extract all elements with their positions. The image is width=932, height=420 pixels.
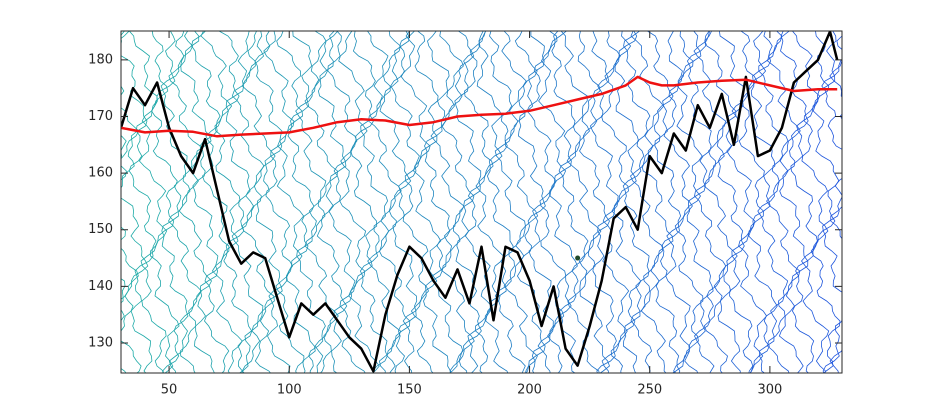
contour-line — [853, 26, 882, 376]
contour-line — [766, 31, 801, 373]
contour-line — [410, 31, 442, 373]
contour-line — [654, 31, 683, 373]
contour-line — [316, 31, 348, 373]
contour-line — [790, 31, 821, 373]
contour-line — [128, 31, 158, 373]
contour-line — [558, 31, 589, 373]
contour-line — [757, 31, 789, 373]
contour-line — [390, 31, 420, 373]
contour-line — [241, 31, 276, 373]
contour-line — [275, 31, 305, 373]
y-tick-label: 150 — [88, 222, 113, 237]
plot-area — [121, 31, 839, 373]
contour-line — [121, 31, 140, 373]
series-line — [121, 75, 838, 138]
contour-line — [864, 26, 893, 376]
contour-line — [503, 31, 539, 373]
y-tick-label: 140 — [88, 279, 113, 294]
marker-point — [575, 255, 581, 261]
x-tick-label: 300 — [757, 383, 782, 398]
contour-line — [516, 31, 546, 373]
contour-line — [579, 31, 610, 373]
contour-line — [430, 31, 465, 373]
x-tick-label: 200 — [517, 383, 542, 398]
contour-line — [367, 31, 402, 373]
contour-line — [178, 31, 212, 373]
contour-line — [748, 31, 778, 373]
contour-line — [693, 31, 727, 373]
series-line — [121, 31, 839, 373]
x-tick-label: 100 — [277, 383, 302, 398]
contour-line — [200, 31, 233, 373]
contour-line — [254, 31, 283, 373]
contour-line — [168, 31, 202, 373]
contour-line — [160, 31, 189, 373]
contour-line — [211, 31, 243, 373]
contour-line — [800, 31, 830, 373]
contour-line — [610, 31, 642, 373]
contour-line — [810, 31, 841, 373]
contour-line — [726, 31, 758, 373]
contour-line — [526, 31, 558, 373]
contour-line — [630, 31, 665, 373]
x-tick-label: 150 — [397, 383, 422, 398]
contour-line — [348, 31, 380, 373]
contour-line — [821, 35, 842, 373]
contour-line — [400, 31, 431, 373]
contour-line — [87, 26, 116, 376]
contour-line — [485, 31, 514, 373]
x-tick-label: 50 — [161, 383, 178, 398]
contour-line — [778, 31, 809, 373]
contour-line — [547, 31, 578, 373]
contour-line — [138, 31, 169, 373]
y-tick-label: 160 — [88, 166, 113, 181]
contour-line — [150, 31, 180, 373]
contour-line — [717, 31, 745, 373]
y-tick-label: 180 — [88, 52, 113, 67]
contour-line — [454, 31, 484, 373]
contour-line — [494, 31, 527, 373]
contour-line — [703, 31, 738, 373]
contour-line — [566, 31, 602, 373]
contour-line — [263, 31, 295, 373]
contour-line — [121, 135, 127, 304]
axes-frame — [120, 30, 843, 374]
contour-line — [191, 31, 221, 373]
contour-line — [840, 65, 842, 353]
contour-line — [286, 31, 316, 373]
contour-line — [589, 31, 621, 373]
contour-texture — [87, 26, 893, 376]
x-tick-label: 250 — [637, 383, 662, 398]
contour-line — [423, 31, 452, 373]
y-tick-label: 130 — [88, 335, 113, 350]
contour-line — [829, 58, 842, 373]
contour-line — [327, 31, 358, 373]
contour-line — [359, 31, 389, 373]
contour-line — [295, 31, 327, 373]
contour-line — [338, 31, 368, 373]
contour-line — [475, 31, 504, 373]
contour-line — [121, 31, 149, 373]
contour-line — [738, 31, 768, 373]
y-tick-label: 170 — [88, 109, 113, 124]
contour-line — [601, 31, 632, 373]
contour-line — [684, 31, 714, 373]
